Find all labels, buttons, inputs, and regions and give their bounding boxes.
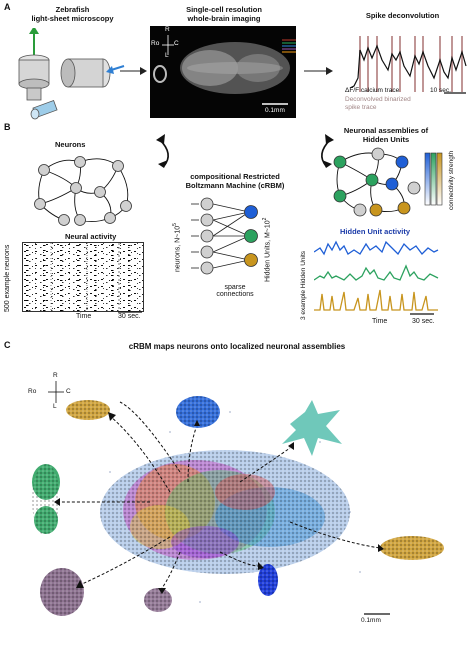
central-brain	[100, 450, 350, 574]
calcium-trace	[349, 44, 467, 89]
hu-trace-blue	[314, 240, 439, 256]
crbm-network	[191, 197, 258, 275]
time-scale-a-label: 10 sec.	[430, 87, 451, 94]
deconv-title: Spike deconvolution	[365, 11, 440, 20]
orientation-c-l: L	[53, 403, 57, 410]
whole-brain-image: R Ro C L 0.1mm	[150, 26, 296, 118]
orientation-c-c: C	[66, 388, 71, 395]
activity-ylabel: 500 example neurons	[4, 244, 11, 312]
neuron-network	[34, 156, 132, 226]
imaging-title: Single-cell resolution whole-brain imagi…	[186, 5, 262, 23]
assemblies-title: Neuronal assemblies of Hidden Units	[343, 126, 429, 144]
activity-scale-bar	[118, 311, 142, 313]
orientation-ro: Ro	[151, 40, 160, 47]
hu-activity-title: Hidden Unit activity	[340, 227, 411, 236]
spike-bars	[359, 36, 463, 92]
neurons-title: Neurons	[55, 140, 86, 149]
assemblies-network	[333, 147, 421, 217]
hu-trace-gold	[314, 289, 438, 311]
visible-units	[200, 197, 214, 275]
hidden-unit-traces	[314, 240, 439, 315]
orientation-compass-a	[162, 35, 174, 55]
panel-a-label: A	[4, 2, 11, 12]
panel-c-title: cRBM maps neurons onto localized neurona…	[128, 342, 346, 351]
orientation-c-r: R	[53, 372, 58, 379]
orientation-r: R	[165, 26, 170, 33]
hu-xlabel: Time	[372, 318, 388, 325]
microscopy-title: Zebrafish light-sheet microscopy	[31, 5, 114, 23]
neuron-nodes	[34, 156, 132, 226]
assembly-teal-right	[282, 400, 342, 456]
connectivity-strength-bars	[424, 152, 443, 206]
hidden-unit-blue	[244, 205, 258, 219]
sparse-label: sparse connections	[216, 284, 254, 298]
arrow-microscope-to-imaging	[120, 67, 147, 75]
orientation-compass-c	[48, 381, 64, 403]
activity-scale-label: 30 sec.	[118, 313, 141, 320]
panel-c-label: C	[4, 340, 11, 350]
spike-trace-label: Deconvolved binarized spike trace	[345, 96, 411, 111]
neural-activity-raster	[22, 242, 144, 312]
orientation-c: C	[174, 40, 179, 47]
arrow-imaging-to-deconv	[304, 67, 333, 75]
brain-assembly-map	[32, 396, 444, 616]
hidden-axis-label: Hidden Units, M~102	[262, 217, 272, 282]
activity-title: Neural activity	[65, 232, 117, 241]
connectivity-strength-label: connectivity strength	[448, 150, 455, 210]
hu-trace-green	[314, 264, 439, 281]
hidden-unit-green	[244, 229, 258, 243]
hu-scale-label: 30 sec.	[412, 318, 435, 325]
orientation-l: L	[165, 52, 169, 59]
calcium-trace-label: ΔF/F calcium trace	[345, 87, 400, 94]
spike-trace-plot	[349, 36, 467, 94]
activity-xlabel: Time	[76, 313, 92, 320]
panel-b-label: B	[4, 122, 11, 132]
orientation-c-ro: Ro	[28, 388, 37, 395]
hidden-unit-gold	[244, 253, 258, 267]
neurons-axis-label: neurons, N~105	[172, 223, 182, 272]
crbm-title: compositional Restricted Boltzmann Machi…	[185, 172, 285, 190]
scale-bar-a-label: 0.1mm	[265, 107, 285, 114]
curved-arrows-to-crbm	[156, 134, 334, 168]
scale-bar-c-label: 0.1mm	[361, 617, 381, 624]
microscope-illustration	[18, 28, 125, 120]
hu-ylabel: 3 example Hidden Units	[300, 250, 307, 320]
